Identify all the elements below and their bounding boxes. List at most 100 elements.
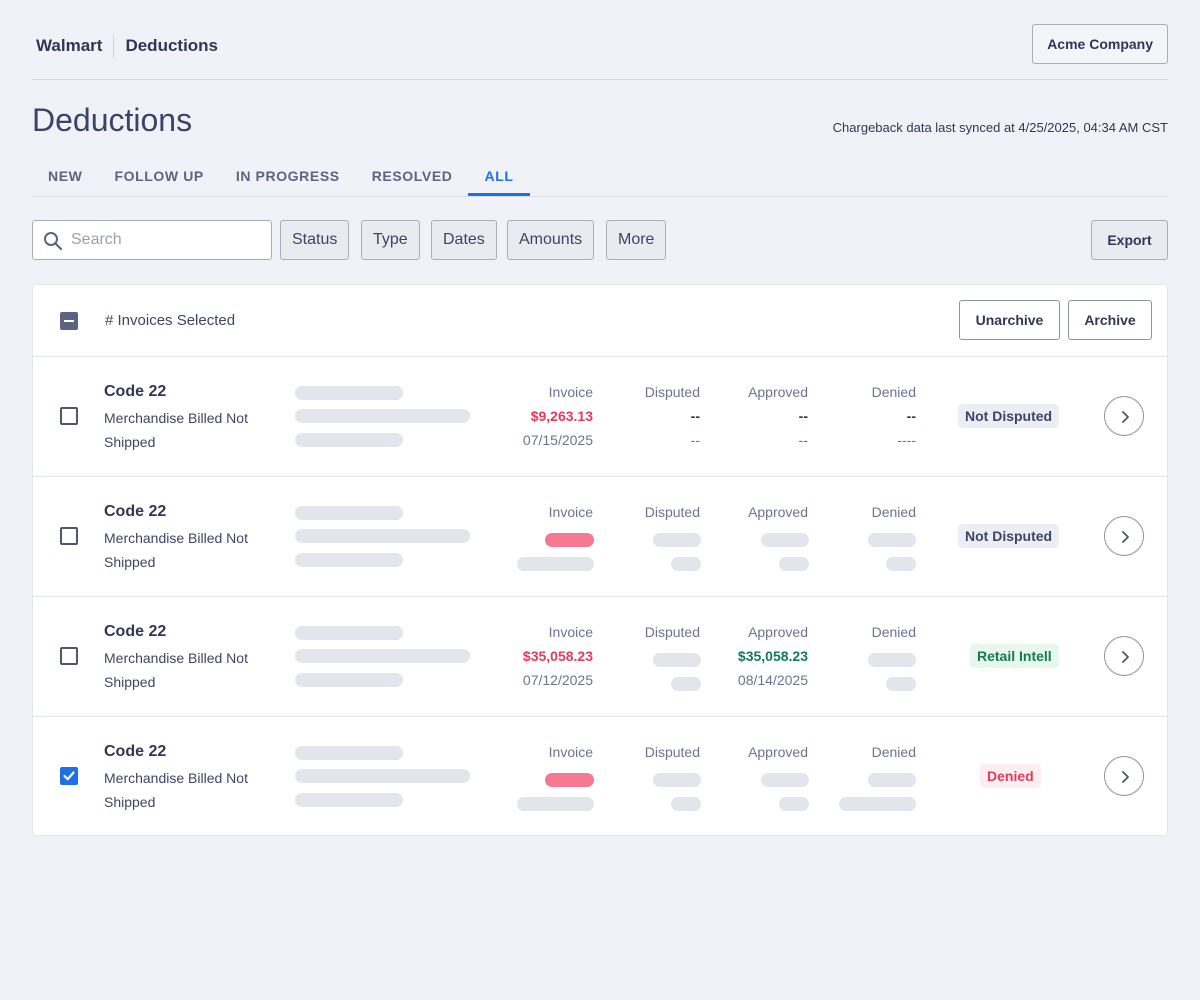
- chevron-right-icon: [1122, 771, 1129, 783]
- chevron-right-icon: [1122, 651, 1129, 663]
- status-tabs: NEW FOLLOW UP IN PROGRESS RESOLVED ALL: [32, 158, 1168, 197]
- denied-amount-skeleton: [868, 533, 916, 547]
- approved-date: --: [798, 432, 808, 448]
- approved-amount-skeleton: [761, 533, 809, 547]
- deduction-code: Code 22: [104, 383, 167, 400]
- tab-resolved[interactable]: RESOLVED: [371, 168, 453, 184]
- denied-label: Denied: [871, 384, 916, 400]
- approved-date: 08/14/2025: [737, 672, 808, 688]
- open-row-button[interactable]: [1104, 516, 1144, 556]
- disputed-label: Disputed: [644, 384, 700, 400]
- invoice-label: Invoice: [548, 384, 593, 400]
- skeleton-line: [295, 649, 470, 663]
- invoice-date: 07/15/2025: [522, 432, 593, 448]
- approved-label: Approved: [748, 384, 808, 400]
- tab-new[interactable]: NEW: [48, 168, 83, 184]
- select-all-checkbox[interactable]: [60, 312, 78, 330]
- tab-follow-up[interactable]: FOLLOW UP: [114, 168, 204, 184]
- deduction-code: Code 22: [104, 503, 167, 520]
- deduction-description: Merchandise Billed Not Shipped: [104, 650, 248, 690]
- disputed-amount-skeleton: [653, 773, 701, 787]
- disputed-date-skeleton: [671, 557, 701, 571]
- status-filter-button[interactable]: Status: [280, 220, 350, 260]
- deduction-code: Code 22: [104, 743, 167, 760]
- disputed-date-skeleton: [671, 677, 701, 691]
- tab-all[interactable]: ALL: [468, 158, 530, 196]
- invoice-date-skeleton: [517, 557, 594, 571]
- status-badge: Not Disputed: [958, 524, 1060, 548]
- chevron-right-icon: [1122, 411, 1129, 423]
- open-row-button[interactable]: [1104, 396, 1144, 436]
- disputed-label: Disputed: [644, 744, 700, 760]
- denied-label: Denied: [871, 504, 916, 520]
- archive-button[interactable]: Archive: [1068, 300, 1152, 340]
- table-row[interactable]: Code 22 Merchandise Billed Not Shipped I…: [33, 477, 1167, 597]
- denied-label: Denied: [871, 624, 916, 640]
- invoice-date: 07/12/2025: [522, 672, 593, 688]
- denied-label: Denied: [871, 744, 916, 760]
- invoice-date-skeleton: [517, 797, 594, 811]
- disputed-label: Disputed: [644, 624, 700, 640]
- table-row[interactable]: Code 22 Merchandise Billed Not Shipped I…: [33, 597, 1167, 717]
- breadcrumb-deductions[interactable]: Deductions: [125, 36, 219, 55]
- table-row[interactable]: Code 22 Merchandise Billed Not Shipped I…: [33, 357, 1167, 477]
- status-badge: Not Disputed: [958, 404, 1060, 428]
- skeleton-line: [295, 433, 403, 447]
- type-filter-button[interactable]: Type: [361, 220, 420, 260]
- deduction-description: Merchandise Billed Not Shipped: [104, 770, 248, 810]
- search-input[interactable]: [71, 221, 267, 259]
- company-button[interactable]: Acme Company: [1032, 24, 1168, 64]
- breadcrumb-walmart[interactable]: Walmart: [36, 36, 103, 55]
- table-header: # Invoices Selected Unarchive Archive: [33, 285, 1167, 357]
- row-checkbox[interactable]: [60, 647, 78, 665]
- denied-date: ----: [897, 432, 916, 448]
- skeleton-line: [295, 746, 403, 760]
- invoice-amount: $9,263.13: [530, 408, 593, 424]
- open-row-button[interactable]: [1104, 636, 1144, 676]
- page-title: Deductions: [32, 102, 193, 138]
- approved-date-skeleton: [779, 797, 809, 811]
- skeleton-line: [295, 553, 403, 567]
- deduction-description: Merchandise Billed Not Shipped: [104, 530, 248, 570]
- approved-date-skeleton: [779, 557, 809, 571]
- approved-amount: $35,058.23: [737, 648, 808, 664]
- skeleton-line: [295, 673, 403, 687]
- disputed-label: Disputed: [644, 504, 700, 520]
- denied-amount-skeleton: [868, 773, 916, 787]
- chevron-right-icon: [1122, 531, 1129, 543]
- invoice-amount-skeleton: [545, 773, 594, 787]
- denied-date-skeleton: [886, 557, 916, 571]
- approved-amount-skeleton: [761, 773, 809, 787]
- denied-date-skeleton: [839, 797, 916, 811]
- status-badge: Retail Intell: [970, 644, 1059, 668]
- skeleton-line: [295, 626, 403, 640]
- search-box: [32, 220, 272, 260]
- open-row-button[interactable]: [1104, 756, 1144, 796]
- row-checkbox[interactable]: [60, 527, 78, 545]
- disputed-amount-skeleton: [653, 653, 701, 667]
- approved-label: Approved: [748, 624, 808, 640]
- dates-filter-button[interactable]: Dates: [431, 220, 497, 260]
- denied-amount-skeleton: [868, 653, 916, 667]
- disputed-amount: --: [690, 408, 700, 424]
- denied-amount: --: [906, 408, 916, 424]
- row-checkbox[interactable]: [60, 767, 78, 785]
- invoice-amount: $35,058.23: [522, 648, 593, 664]
- more-filter-button[interactable]: More: [606, 220, 667, 260]
- invoice-label: Invoice: [548, 504, 593, 520]
- status-badge: Denied: [980, 764, 1041, 788]
- unarchive-button[interactable]: Unarchive: [959, 300, 1060, 340]
- amounts-filter-button[interactable]: Amounts: [507, 220, 595, 260]
- search-icon: [44, 232, 63, 251]
- filter-bar: Status Type Dates Amounts More Export: [32, 220, 1168, 260]
- disputed-amount-skeleton: [653, 533, 701, 547]
- row-checkbox[interactable]: [60, 407, 78, 425]
- invoice-amount-skeleton: [545, 533, 594, 547]
- export-button[interactable]: Export: [1091, 220, 1168, 260]
- tab-in-progress[interactable]: IN PROGRESS: [235, 168, 340, 184]
- invoice-label: Invoice: [548, 744, 593, 760]
- approved-label: Approved: [748, 744, 808, 760]
- denied-date-skeleton: [886, 677, 916, 691]
- selected-count-label: # Invoices Selected: [105, 312, 236, 329]
- table-row[interactable]: Code 22 Merchandise Billed Not Shipped I…: [33, 717, 1167, 835]
